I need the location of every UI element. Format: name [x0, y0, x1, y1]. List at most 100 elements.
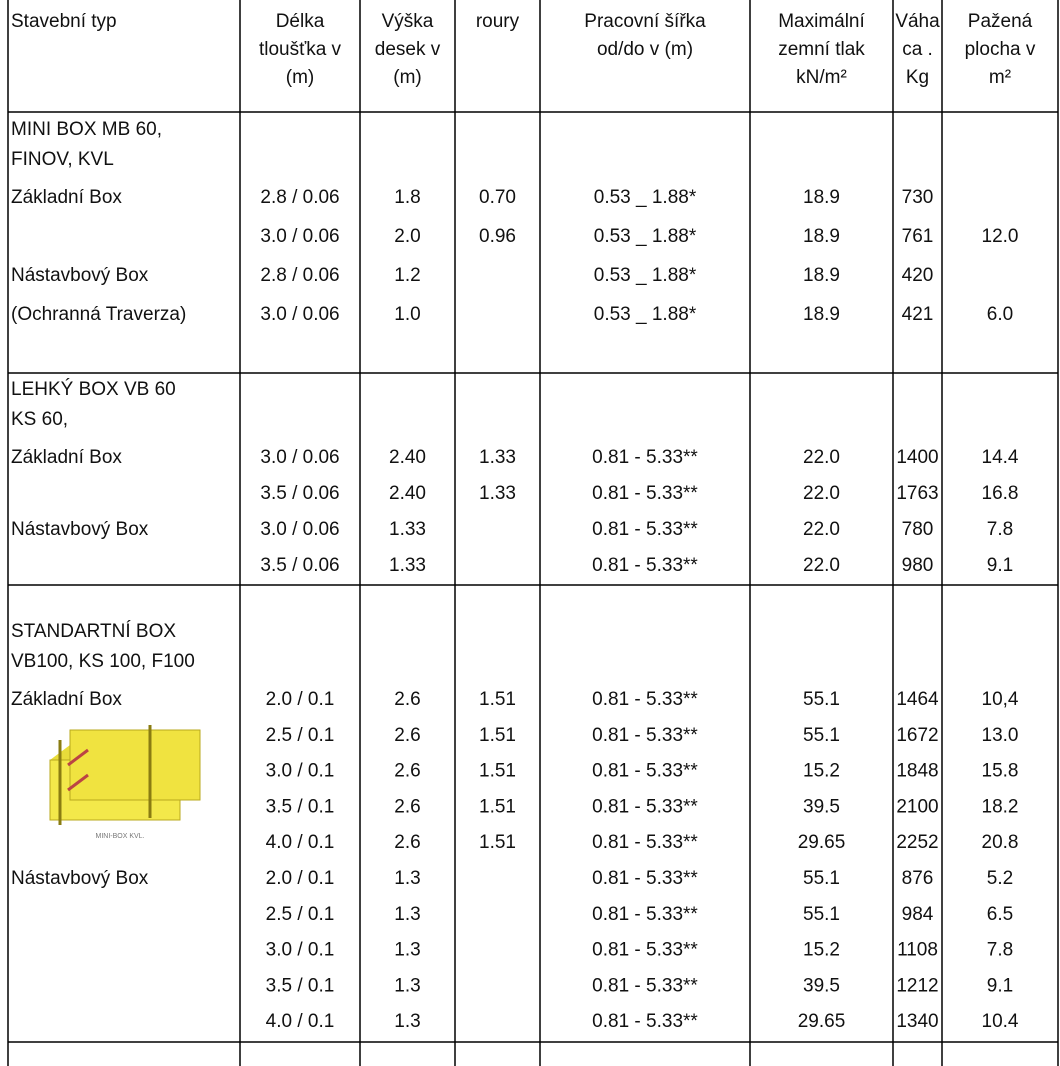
header-cell: Kg [906, 67, 929, 88]
table-cell: 0.81 - 5.33** [592, 483, 698, 504]
table-cell: 2252 [896, 832, 938, 853]
table-cell: 0.81 - 5.33** [592, 689, 698, 710]
table-cell: 1400 [896, 447, 938, 468]
table-cell: 1340 [896, 1011, 938, 1032]
table-cell: 2.40 [389, 447, 426, 468]
table-cell: 3.5 / 0.1 [266, 975, 335, 996]
header-cell: (m) [286, 67, 314, 88]
table-cell: 55.1 [803, 904, 840, 925]
row-label: Základní Box [11, 187, 122, 208]
table-cell: 1.51 [479, 761, 516, 782]
row-label: Nástavbový Box [11, 265, 149, 286]
table-cell: 1464 [896, 689, 939, 710]
table-cell: 20.8 [982, 832, 1019, 853]
header-cell: m² [989, 67, 1011, 88]
table-cell: 980 [902, 555, 934, 576]
row-label: Nástavbový Box [11, 868, 149, 889]
table-cell: 4.0 / 0.1 [266, 1011, 335, 1032]
table-cell: 1.0 [394, 304, 420, 325]
table-cell: 2.0 [394, 226, 420, 247]
table-cell: 0.81 - 5.33** [592, 519, 698, 540]
table-cell: 15.2 [803, 940, 840, 961]
table-cell: 3.0 / 0.1 [266, 940, 335, 961]
section-title: KS 60, [11, 409, 68, 430]
table-cell: 29.65 [798, 1011, 846, 1032]
table-cell: 22.0 [803, 555, 840, 576]
table-cell: 2100 [896, 796, 938, 817]
table-cell: 18.2 [982, 796, 1019, 817]
row-label: (Ochranná Traverza) [11, 304, 186, 325]
header-cell: desek v [375, 39, 441, 60]
table-cell: 0.81 - 5.33** [592, 975, 698, 996]
table-cell: 5.2 [987, 868, 1013, 889]
strut [67, 773, 89, 792]
section-title: STANDARTNÍ BOX [11, 621, 176, 642]
table-cell: 421 [902, 304, 934, 325]
table-cell: 984 [902, 904, 934, 925]
table-cell: 1108 [897, 940, 938, 961]
table-cell: 1.2 [394, 265, 420, 286]
table-cell: 3.0 / 0.1 [266, 761, 335, 782]
header-cell: Stavební typ [11, 11, 117, 32]
table-cell: 13.0 [982, 725, 1019, 746]
header-cell: plocha v [965, 39, 1036, 60]
table-cell: 1212 [896, 975, 938, 996]
header-cell: Pažená [968, 11, 1033, 32]
table-cell: 12.0 [982, 226, 1019, 247]
table-cell: 0.81 - 5.33** [592, 940, 698, 961]
header-cell: Délka [276, 11, 325, 32]
table-cell: 9.1 [987, 975, 1013, 996]
table-cell: 2.8 / 0.06 [260, 265, 339, 286]
table-cell: 420 [902, 265, 934, 286]
table-cell: 2.5 / 0.1 [266, 725, 335, 746]
table-cell: 1.51 [479, 725, 516, 746]
header-cell: tloušťka v [259, 39, 342, 60]
table-cell: 2.6 [394, 796, 420, 817]
table-cell: 0.81 - 5.33** [592, 1011, 698, 1032]
header-cell: (m) [393, 67, 421, 88]
table-cell: 0.53 _ 1.88* [594, 304, 697, 325]
image-caption: MINI-BOX KVL. [95, 833, 144, 840]
table-cell: 0.81 - 5.33** [592, 761, 698, 782]
table-cell: 0.81 - 5.33** [592, 555, 698, 576]
table-cell: 4.0 / 0.1 [266, 832, 335, 853]
header-cell: Maximální [778, 11, 865, 32]
table-cell: 7.8 [987, 519, 1013, 540]
table-cell: 876 [902, 868, 934, 889]
table-cell: 10.4 [982, 1011, 1019, 1032]
table-cell: 2.8 / 0.06 [260, 187, 339, 208]
table-cell: 0.81 - 5.33** [592, 725, 698, 746]
table-cell: 3.0 / 0.06 [260, 519, 339, 540]
table-cell: 0.96 [479, 226, 516, 247]
table-cell: 18.9 [803, 265, 840, 286]
table-cell: 22.0 [803, 483, 840, 504]
table-cell: 2.6 [394, 689, 420, 710]
table-cell: 1.3 [394, 975, 420, 996]
header-cell: Pracovní šířka [584, 11, 706, 32]
table-cell: 1.33 [479, 483, 516, 504]
table-cell: 6.0 [987, 304, 1013, 325]
table-cell: 29.65 [798, 832, 846, 853]
table-cell: 22.0 [803, 519, 840, 540]
table-cell: 2.40 [389, 483, 426, 504]
table-cell: 0.70 [479, 187, 516, 208]
header-cell: Výška [382, 11, 434, 32]
panel-back [69, 729, 201, 801]
table-cell: 2.5 / 0.1 [266, 904, 335, 925]
table-cell: 2.6 [394, 725, 420, 746]
strut [67, 748, 89, 767]
table-cell: 22.0 [803, 447, 840, 468]
table-cell: 1.3 [394, 940, 420, 961]
table-cell: 780 [902, 519, 934, 540]
table-cell: 2.0 / 0.1 [266, 689, 335, 710]
table-cell: 3.5 / 0.06 [260, 483, 339, 504]
section-title: FINOV, KVL [11, 149, 114, 170]
table-cell: 1.33 [389, 519, 426, 540]
table-cell: 1.3 [394, 1011, 420, 1032]
header-cell: Váha [895, 11, 940, 32]
table-cell: 55.1 [803, 689, 840, 710]
table-cell: 0.81 - 5.33** [592, 868, 698, 889]
table-cell: 0.81 - 5.33** [592, 447, 698, 468]
table-cell: 1.33 [389, 555, 426, 576]
